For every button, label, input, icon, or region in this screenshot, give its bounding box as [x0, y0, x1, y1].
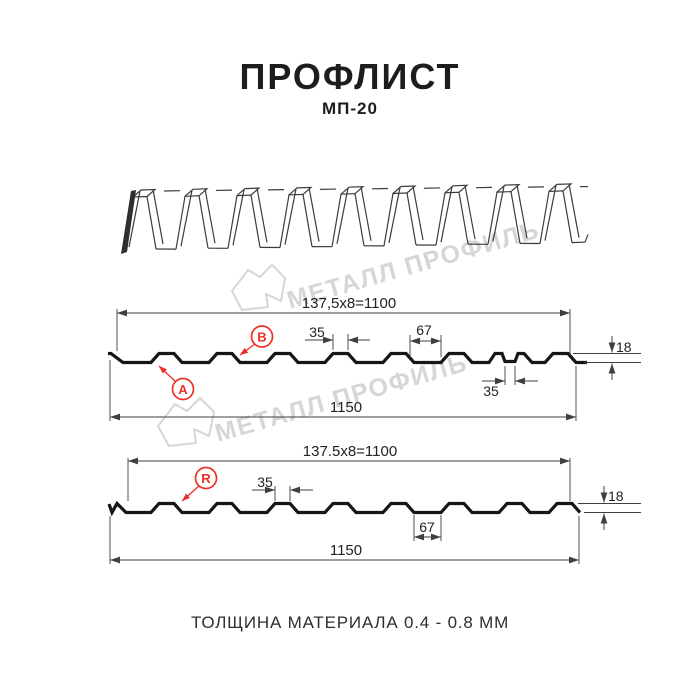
dim-module-s1-value: 137,5x8=1100 [302, 295, 396, 312]
dim-width-s2: 1150 [109, 516, 580, 564]
callout-b-letter: B [257, 330, 266, 345]
profile-outline-s1 [108, 351, 587, 365]
dim-crest-s2-value: 35 [257, 474, 273, 490]
dim-height-s2-value: 18 [608, 488, 624, 504]
dim-module-s2-value: 137.5x8=1100 [303, 443, 397, 460]
dim-valley-s2: 67 [413, 515, 442, 541]
dim-height-s1-value: 18 [616, 339, 632, 355]
dim-groove-s1: 35 [482, 366, 538, 399]
profile-3d-sketch [123, 183, 589, 251]
dim-crest-s1: 35 [305, 324, 370, 350]
dim-valley-s1: 67 [409, 322, 442, 357]
cross-section-2: 137.5x8=1100 R 35 [107, 443, 641, 564]
dim-module-s1: 137,5x8=1100 [116, 295, 571, 357]
dim-crest-s1-value: 35 [309, 324, 325, 340]
dim-width-s2-value: 1150 [330, 542, 362, 559]
dim-valley-s2-value: 67 [419, 519, 435, 535]
material-thickness-note: ТОЛЩИНА МАТЕРИАЛА 0.4 - 0.8 ММ [190, 613, 510, 632]
callout-r-letter: R [201, 471, 211, 486]
sheet-cut-edge [121, 190, 136, 254]
profile-outline-s2 [107, 500, 582, 517]
profile-model: МП-20 [322, 99, 378, 118]
dim-height-s1: 18 [573, 336, 641, 380]
dim-groove-s1-value: 35 [483, 383, 499, 399]
callout-r: R [181, 466, 218, 502]
callout-b: B [239, 325, 274, 356]
dim-module-s2: 137.5x8=1100 [127, 443, 571, 501]
dim-valley-s1-value: 67 [416, 322, 432, 338]
dim-height-s2: 18 [578, 486, 641, 530]
dim-crest-s2: 35 [252, 474, 313, 501]
page-title: ПРОФЛИСТ [239, 56, 461, 97]
dim-width-s1-value: 1150 [330, 399, 362, 416]
dim-width-s1: 1150 [109, 360, 577, 421]
callout-a-letter: A [178, 382, 188, 397]
cross-section-1: 137,5x8=1100 A B 35 [108, 295, 641, 421]
callout-a: A [158, 365, 195, 401]
